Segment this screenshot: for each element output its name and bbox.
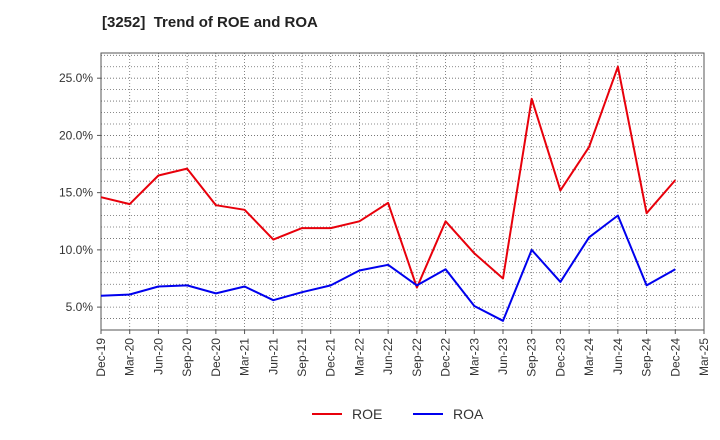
y-tick-label: 20.0% — [59, 128, 93, 142]
x-tick-label: Jun-22 — [381, 338, 395, 375]
x-tick-label: Mar-20 — [123, 338, 137, 376]
x-axis: Dec-19 Mar-20 Jun-20 Sep-20 Dec-20 Mar-21 Jun-… — [94, 330, 711, 377]
y-tick-label: 10.0% — [59, 243, 93, 257]
x-tick-label: Sep-22 — [410, 338, 424, 377]
x-tick-label: Dec-22 — [439, 338, 453, 377]
x-tick-label: Sep-21 — [295, 338, 309, 377]
x-tick-label: Dec-20 — [209, 338, 223, 377]
y-axis: 5.0% 10.0% 15.0% 20.0% 25.0% — [59, 71, 101, 314]
plot-frame — [100, 52, 705, 331]
x-tick-label: Jun-24 — [611, 338, 625, 375]
x-tick-label: Jun-21 — [266, 338, 280, 375]
series-line-roa — [100, 214, 676, 322]
series-lines — [100, 65, 677, 322]
chart-title: [3252] Trend of ROE and ROA — [102, 14, 318, 31]
x-tick-label: Mar-21 — [238, 338, 252, 376]
x-tick-label: Dec-19 — [94, 338, 108, 377]
series-line-roe — [100, 65, 677, 289]
x-tick-label: Sep-24 — [640, 338, 654, 377]
y-tick-label: 15.0% — [59, 186, 93, 200]
x-tick-label: Jun-23 — [496, 338, 510, 375]
x-tick-label: Mar-22 — [352, 338, 366, 376]
legend-label-roe: ROE — [352, 406, 382, 422]
legend: ROE ROA — [312, 406, 484, 422]
x-tick-label: Mar-24 — [582, 338, 596, 376]
x-tick-label: Jun-20 — [151, 338, 165, 375]
x-tick-label: Mar-23 — [467, 338, 481, 376]
x-tick-label: Dec-24 — [668, 338, 682, 377]
y-tick-label: 5.0% — [66, 300, 94, 314]
x-tick-label: Sep-20 — [180, 338, 194, 377]
x-tick-label: Sep-23 — [525, 338, 539, 377]
x-tick-label: Dec-23 — [553, 338, 567, 377]
grid-lines — [101, 53, 704, 331]
legend-label-roa: ROA — [453, 406, 484, 422]
y-tick-label: 25.0% — [59, 71, 93, 85]
x-tick-label: Mar-25 — [697, 338, 711, 376]
x-tick-label: Dec-21 — [324, 338, 338, 377]
